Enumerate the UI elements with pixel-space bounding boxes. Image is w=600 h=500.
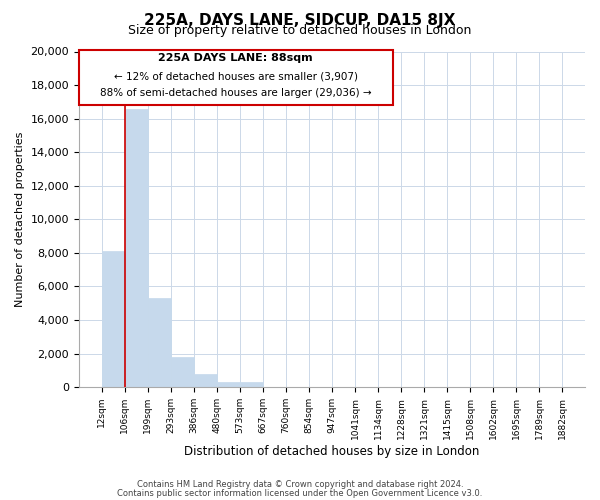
FancyBboxPatch shape: [79, 50, 392, 105]
X-axis label: Distribution of detached houses by size in London: Distribution of detached houses by size …: [184, 444, 479, 458]
Text: Contains public sector information licensed under the Open Government Licence v3: Contains public sector information licen…: [118, 488, 482, 498]
Bar: [102, 251, 125, 387]
Text: Size of property relative to detached houses in London: Size of property relative to detached ho…: [128, 24, 472, 37]
Bar: [171, 357, 194, 387]
Bar: [217, 382, 240, 387]
Bar: [194, 374, 217, 387]
Bar: [125, 108, 148, 387]
Bar: [240, 382, 263, 387]
Text: 225A, DAYS LANE, SIDCUP, DA15 8JX: 225A, DAYS LANE, SIDCUP, DA15 8JX: [145, 12, 455, 28]
Text: 225A DAYS LANE: 88sqm: 225A DAYS LANE: 88sqm: [158, 53, 313, 63]
Text: Contains HM Land Registry data © Crown copyright and database right 2024.: Contains HM Land Registry data © Crown c…: [137, 480, 463, 489]
Text: 88% of semi-detached houses are larger (29,036) →: 88% of semi-detached houses are larger (…: [100, 88, 371, 99]
Text: ← 12% of detached houses are smaller (3,907): ← 12% of detached houses are smaller (3,…: [114, 72, 358, 82]
Bar: [148, 298, 171, 387]
Y-axis label: Number of detached properties: Number of detached properties: [15, 132, 25, 307]
